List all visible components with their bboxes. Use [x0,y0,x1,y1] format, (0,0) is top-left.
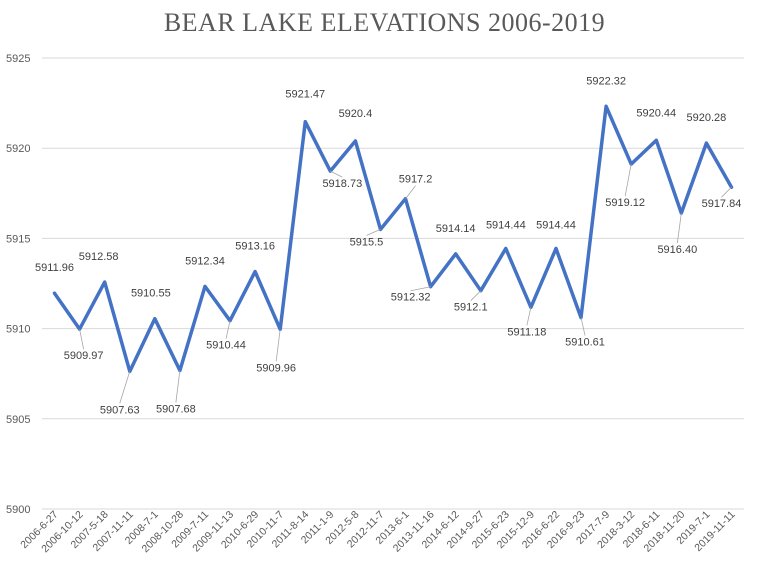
data-label: 5911.18 [507,326,546,338]
data-label: 5912.32 [391,292,431,304]
data-label: 5913.16 [235,241,275,253]
data-label: 5911.96 [35,262,74,274]
data-label: 5907.68 [156,403,196,415]
leader-line [470,290,482,301]
data-label: 5914.14 [436,223,476,235]
data-label: 5920.28 [687,112,727,124]
data-label: 5910.55 [131,288,171,300]
chart-title: BEAR LAKE ELEVATIONS 2006-2019 [163,8,606,37]
leader-line [175,370,181,403]
leader-line [79,329,84,350]
data-label: 5917.2 [399,174,433,186]
data-point [53,291,57,295]
leader-line [580,317,586,336]
data-label: 5907.63 [100,404,140,416]
leader-line [366,229,381,236]
data-label: 5909.97 [64,350,104,362]
data-point [454,252,458,256]
data-label: 5912.58 [79,251,119,263]
leader-line [676,213,682,244]
leader-line [721,186,732,198]
y-tick-label: 5905 [6,414,30,426]
data-label: 5915.5 [350,236,384,248]
leader-line [405,185,416,199]
data-point [604,104,608,108]
data-point [203,284,207,288]
data-label: 5914.44 [486,220,526,232]
data-label: 5910.61 [565,337,605,349]
data-point [504,247,508,251]
y-tick-label: 5920 [6,143,30,155]
data-label: 5910.44 [206,340,246,352]
leader-line [330,170,343,178]
data-label: 5916.40 [657,244,697,256]
leader-line [275,329,281,362]
data-point [153,317,157,321]
data-point [704,141,708,145]
data-label: 5920.4 [339,108,373,120]
data-point [253,270,257,274]
y-tick-label: 5915 [6,233,30,245]
data-point [353,139,357,143]
y-tick-label: 5910 [6,324,30,336]
series-line [52,104,734,374]
data-label: 5920.44 [636,107,676,119]
leader-line [410,286,431,292]
leader-line [119,371,131,404]
data-label: 5921.47 [285,89,325,101]
leader-line [624,164,632,197]
data-label: 5922.32 [586,75,626,87]
data-point [554,247,558,251]
data-label: 5912.34 [185,255,225,267]
leader-line [225,320,231,339]
y-tick-label: 5900 [6,504,30,516]
data-point [103,280,107,284]
data-label: 5909.96 [256,362,296,374]
data-label: 5919.12 [605,197,645,209]
leader-line [526,307,532,326]
data-point [303,120,307,124]
data-label: 5917.84 [702,198,742,210]
data-label: 5914.44 [536,220,576,232]
y-tick-label: 5925 [6,53,30,65]
data-point [654,138,658,142]
data-label: 5918.73 [322,178,362,190]
data-label: 5912.1 [454,302,488,314]
